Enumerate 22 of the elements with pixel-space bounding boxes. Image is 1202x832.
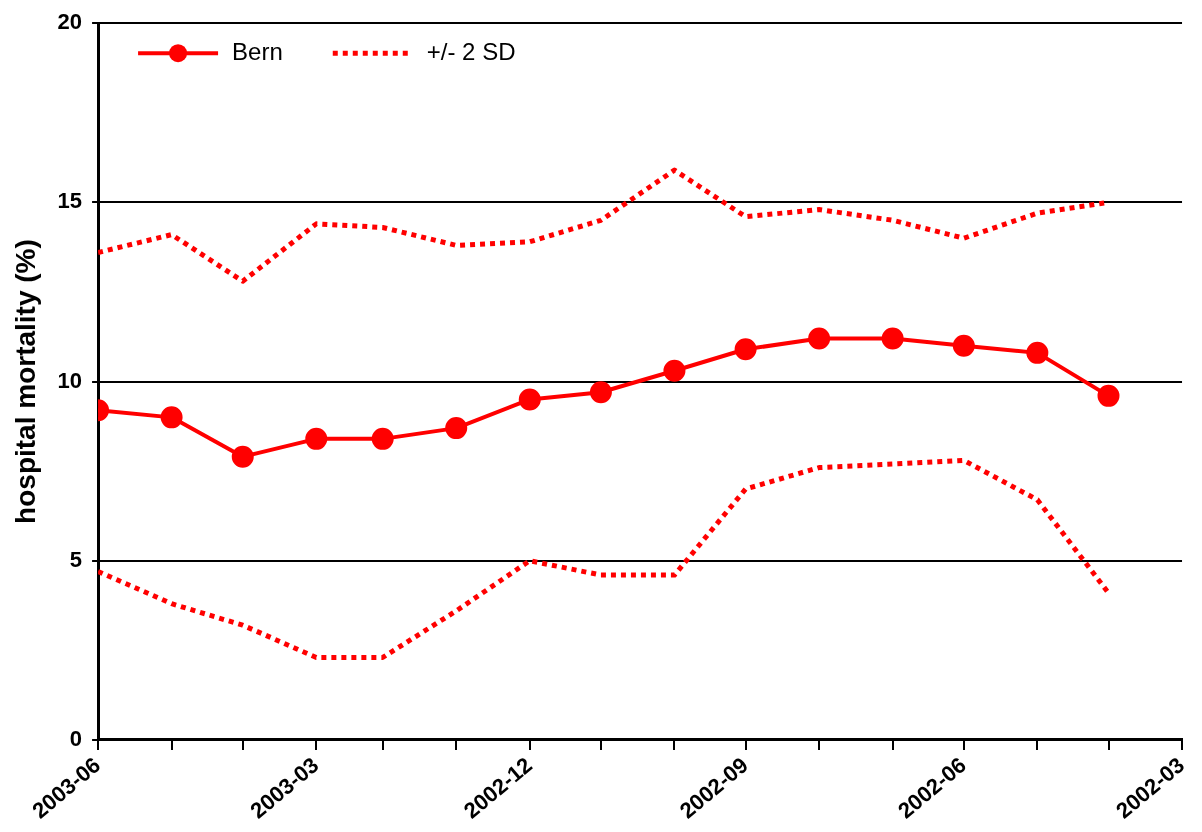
y-axis-title: hospital mortality (%) <box>9 239 41 524</box>
y-tick-label: 20 <box>57 9 83 35</box>
y-tick-label: 15 <box>57 188 83 214</box>
legend-label: +/- 2 SD <box>426 37 516 65</box>
point <box>518 388 541 411</box>
point <box>305 427 328 450</box>
point <box>1097 384 1120 407</box>
point <box>952 334 975 357</box>
point <box>808 327 831 350</box>
y-tick-label: 10 <box>57 367 83 393</box>
point <box>231 445 254 468</box>
point <box>589 381 612 404</box>
point <box>445 417 468 440</box>
point <box>881 327 904 350</box>
point <box>160 406 183 429</box>
point <box>663 359 686 382</box>
legend-label: Bern <box>232 37 283 65</box>
point <box>371 427 394 450</box>
point <box>1026 341 1049 364</box>
y-tick-label: 0 <box>69 725 83 751</box>
point <box>734 338 757 361</box>
y-tick-label: 5 <box>69 546 83 572</box>
